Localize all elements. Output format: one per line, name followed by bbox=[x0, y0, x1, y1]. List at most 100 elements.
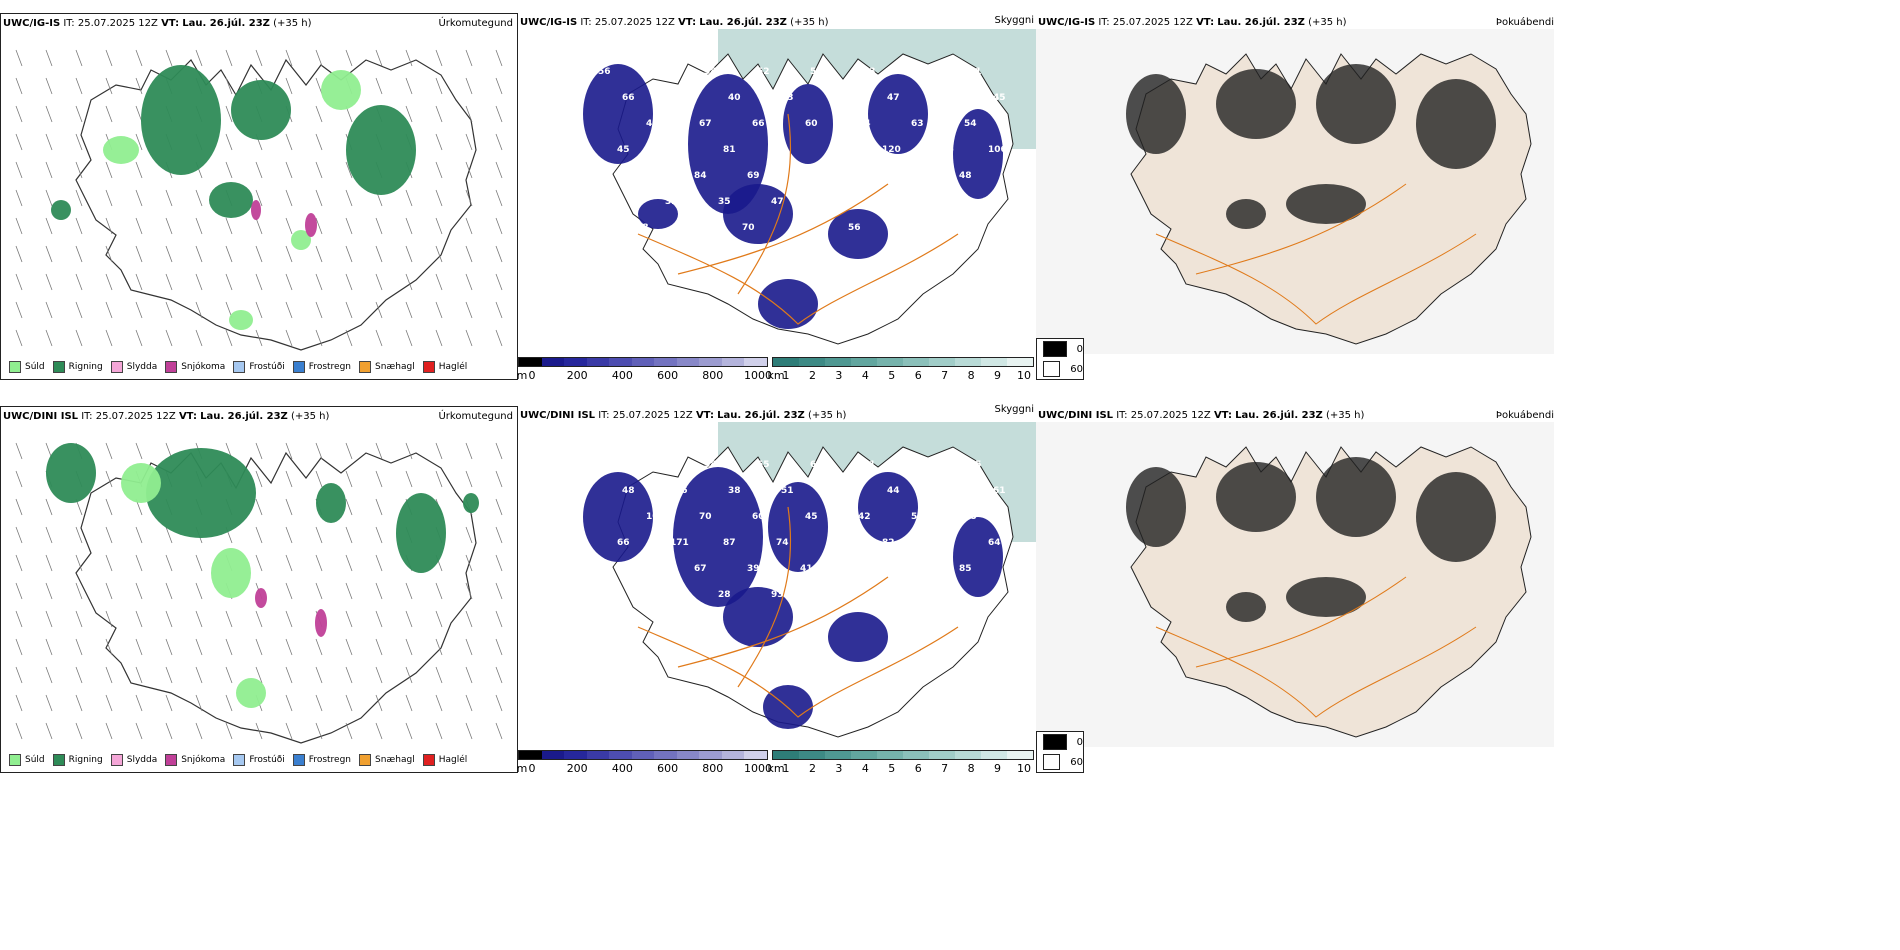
legend-label: Snæhagl bbox=[375, 755, 415, 765]
vis-value-label: 53 bbox=[612, 590, 625, 600]
fog-header-row2: UWC/DINI ISL IT: 25.07.2025 12Z VT: Lau.… bbox=[1038, 410, 1365, 421]
vis-value-label: 38 bbox=[704, 460, 717, 470]
vis-value-label: 105 bbox=[646, 512, 665, 522]
precip-legend-row2: Súld Rigning Slydda Snjókoma Frostúði Frostre… bbox=[1, 754, 467, 766]
vis-value-label: 60 bbox=[752, 512, 765, 522]
scale-ticks: m 0 200 400 600 800 1000 bbox=[516, 367, 772, 382]
vis-value-label: 45 bbox=[617, 145, 630, 155]
roads bbox=[1155, 576, 1477, 718]
scale-color-bar bbox=[518, 750, 768, 760]
vis-value-label: 48 bbox=[959, 171, 972, 181]
legend-swatch bbox=[165, 361, 178, 373]
vis-map-row2: 57 54 38 55 60 51 50 55 48 46 38 51 40 44 43 61 105 70 60 4… bbox=[583, 422, 1036, 738]
vis-value-label: 45 bbox=[993, 93, 1006, 103]
vis-value-label: 55 bbox=[969, 460, 982, 470]
legend-swatch bbox=[110, 754, 123, 766]
scale-tick-label: 10 bbox=[1017, 369, 1031, 382]
vis-value-label: 106 bbox=[988, 145, 1007, 155]
vis-value-label: 54 bbox=[651, 460, 664, 470]
precip-map-row2 bbox=[15, 442, 503, 744]
vis-value-label: 42 bbox=[660, 249, 673, 259]
vis-value-label: 59 bbox=[810, 67, 823, 77]
fog-swatch bbox=[1043, 341, 1067, 357]
roads bbox=[637, 113, 959, 325]
legend-label: Haglél bbox=[438, 755, 468, 765]
vis-value-label: 91 bbox=[776, 145, 789, 155]
visibility-values: 56 43 38 52 59 43 44 41 66 45 40 53 36 47 49 45 43 67 66 60… bbox=[598, 67, 1007, 259]
vis-value-label: 85 bbox=[959, 564, 972, 574]
legend-label: Slydda bbox=[126, 362, 158, 372]
vis-title-row1: Skyggni bbox=[994, 15, 1034, 26]
scale-tick-label: 0 bbox=[528, 369, 536, 382]
vis-value-label: 54 bbox=[964, 119, 977, 129]
legend-label: Rigning bbox=[68, 755, 103, 765]
fog-swatch bbox=[1043, 754, 1061, 770]
visibility-scale-row2: km 1 2 3 4 5 6 7 8 9 10 bbox=[767, 750, 1034, 775]
scale-tick-label: 1 bbox=[782, 762, 790, 775]
legend-label: Haglél bbox=[438, 362, 468, 372]
scale-tick-label: 800 bbox=[702, 369, 724, 382]
vis-value-label: 44 bbox=[795, 223, 808, 233]
vis-value-label: 70 bbox=[699, 512, 712, 522]
vis-value-label: 106 bbox=[935, 145, 954, 155]
vis-value-label: 81 bbox=[723, 145, 736, 155]
fog-panel-row2: UWC/DINI ISL IT: 25.07.2025 12Z VT: Lau.… bbox=[1036, 406, 1558, 773]
legend-swatch bbox=[52, 361, 65, 373]
legend-swatch bbox=[52, 754, 65, 766]
scale-tick-label: 200 bbox=[566, 762, 588, 775]
scale-tick-label: 1 bbox=[782, 369, 790, 382]
fog-panel-row1: UWC/IG-IS IT: 25.07.2025 12Z VT: Lau. 26… bbox=[1036, 13, 1558, 380]
vis-value-label: 42 bbox=[858, 512, 871, 522]
vis-value-label: 45 bbox=[675, 93, 688, 103]
vis-value-label: 47 bbox=[887, 93, 900, 103]
legend-label: Frostúði bbox=[249, 755, 285, 765]
scale-tick-label: 2 bbox=[808, 762, 816, 775]
vis-value-label: 28 bbox=[954, 223, 967, 233]
fog-legend-label: 60 bbox=[1070, 363, 1083, 375]
roads bbox=[637, 506, 959, 718]
vis-value-label: 120 bbox=[882, 145, 901, 155]
scale-tick-label: 400 bbox=[611, 762, 633, 775]
vis-value-label: 97 bbox=[641, 171, 654, 181]
roads bbox=[1155, 183, 1477, 325]
iceland-landmass: 57 54 38 55 60 51 50 55 48 46 38 51 40 44 43 61 105 70 60 4… bbox=[583, 446, 1014, 738]
legend-label: Slydda bbox=[126, 755, 158, 765]
vis-value-label: 63 bbox=[911, 119, 924, 129]
vis-value-label: 53 bbox=[781, 93, 794, 103]
vis-value-label: 38 bbox=[704, 67, 717, 77]
legend-swatch bbox=[9, 361, 21, 373]
fog-legend-label: 0 bbox=[1076, 343, 1083, 355]
vis-value-label: 41 bbox=[969, 67, 982, 77]
visibility-scale-row1: km 1 2 3 4 5 6 7 8 9 10 bbox=[767, 357, 1034, 382]
scale-tick-label: 3 bbox=[835, 762, 843, 775]
vis-value-label: 56 bbox=[848, 223, 861, 233]
vis-value-label: 66 bbox=[752, 119, 765, 129]
iceland-landmass: 56 43 38 52 59 43 44 41 66 45 40 53 36 47 49 45 43 67 66 60… bbox=[583, 53, 1014, 345]
vis-value-label: 61 bbox=[993, 486, 1006, 496]
vis-value-label: 36 bbox=[834, 93, 847, 103]
scale-tick-label: 10 bbox=[1017, 762, 1031, 775]
scale-tick-label: 1000 bbox=[744, 369, 772, 382]
vis-value-label: 60 bbox=[810, 460, 823, 470]
vis-value-label: 82 bbox=[882, 538, 895, 548]
scale-ticks: m 0 200 400 600 800 1000 bbox=[517, 760, 772, 775]
legend-label: Snæhagl bbox=[375, 362, 415, 372]
vis-value-label: 64 bbox=[988, 538, 1001, 548]
fog-title-row1: Þokuábendi bbox=[1495, 17, 1554, 28]
vis-value-label: 78 bbox=[853, 171, 866, 181]
vis-value-label: 47 bbox=[771, 197, 784, 207]
scale-unit: m bbox=[516, 369, 528, 382]
legend-swatch bbox=[359, 754, 372, 766]
vis-value-label: 67 bbox=[694, 564, 707, 574]
vis-value-label: 43 bbox=[940, 486, 953, 496]
iceland-landmass bbox=[1126, 53, 1532, 345]
precip-panel-row2: UWC/DINI ISL IT: 25.07.2025 12Z VT: Lau.… bbox=[0, 406, 518, 773]
legend-label: Súld bbox=[25, 362, 45, 372]
vis-value-label: 81 bbox=[853, 564, 866, 574]
vis-value-label: 93 bbox=[771, 590, 784, 600]
vis-value-label: 55 bbox=[757, 460, 770, 470]
legend-label: Súld bbox=[25, 755, 45, 765]
scale-tick-label: 8 bbox=[967, 762, 975, 775]
scale-tick-label: 8 bbox=[967, 369, 975, 382]
precip-title-row1: Úrkomutegund bbox=[438, 18, 513, 29]
